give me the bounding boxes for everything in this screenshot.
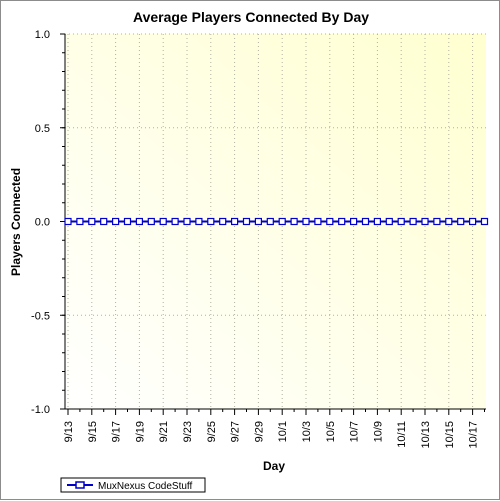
data-point-marker (219, 217, 227, 226)
data-point-marker (242, 217, 251, 226)
x-tick-label: 9/17 (111, 421, 123, 442)
data-point-marker (64, 217, 72, 226)
data-point-marker (76, 217, 84, 226)
data-point-marker (100, 217, 108, 226)
data-point-marker (480, 217, 489, 226)
y-tick-label: -0.5 (31, 310, 50, 322)
y-tick-label: 0.0 (35, 217, 50, 229)
data-point-marker (278, 217, 286, 226)
data-point-marker (147, 217, 155, 226)
data-point-marker (445, 217, 453, 226)
x-tick-label: 9/29 (253, 421, 265, 442)
data-point-marker (159, 217, 167, 226)
legend-series-marker (75, 481, 85, 489)
x-tick-label: 10/11 (396, 421, 408, 448)
legend: MuxNexus CodeStuff (60, 477, 206, 493)
data-point-marker (290, 217, 298, 226)
y-tick-labels: 1.0 0.5 0.0 -0.5 -1.0 (31, 29, 50, 416)
x-tick-label: 9/19 (134, 421, 146, 442)
x-tick-label: 9/21 (158, 421, 170, 442)
data-point-marker (338, 217, 346, 226)
data-point-marker (385, 217, 393, 226)
legend-series-label: MuxNexus CodeStuff (98, 481, 193, 492)
data-point-marker (433, 217, 441, 226)
x-tick-label: 9/27 (230, 421, 242, 442)
x-tick-label: 10/9 (372, 421, 384, 442)
data-point-marker (302, 217, 310, 226)
y-axis-title: Players Connected (9, 168, 23, 276)
data-point-marker (183, 217, 191, 226)
x-tick-label: 10/17 (468, 421, 480, 449)
data-point-marker (88, 217, 96, 226)
x-tick-label: 9/15 (87, 421, 99, 442)
data-point-marker (314, 217, 322, 226)
data-point-marker (326, 217, 334, 226)
x-tick-labels: 9/13 9/15 9/17 9/19 9/21 9/23 9/25 9/27 9/29 10/1… (63, 421, 480, 449)
data-point-marker (231, 217, 239, 226)
x-tick-label: 9/13 (63, 421, 75, 442)
data-point-marker (254, 217, 262, 226)
data-point-marker (469, 217, 477, 226)
x-tick-label: 9/23 (182, 421, 194, 442)
series-layer (64, 217, 489, 226)
data-point-marker (111, 217, 120, 226)
data-point-marker (457, 217, 465, 226)
x-tick-label: 9/25 (206, 421, 218, 442)
x-axis-title: Day (263, 459, 285, 473)
data-point-marker (397, 217, 405, 226)
y-tick-label: 1.0 (35, 29, 50, 41)
x-tick-label: 10/3 (301, 421, 313, 442)
data-point-marker (373, 217, 381, 226)
data-point-marker (350, 217, 358, 226)
x-tick-label: 10/13 (420, 421, 432, 449)
data-point-marker (195, 217, 203, 226)
data-point-marker (171, 217, 179, 226)
data-point-marker (361, 217, 370, 226)
legend-box (60, 477, 206, 493)
x-tick-label: 10/15 (444, 421, 456, 449)
x-tick-label: 10/5 (325, 421, 337, 442)
x-tick-label: 10/1 (277, 421, 289, 442)
y-tick-label: 0.5 (35, 123, 50, 135)
data-point-marker (421, 217, 429, 226)
x-tick-label: 10/7 (349, 421, 361, 442)
data-point-marker (123, 217, 132, 226)
data-point-marker (135, 217, 143, 226)
grid (65, 33, 486, 410)
data-point-marker (409, 217, 417, 226)
chart-title: Average Players Connected By Day (133, 9, 369, 25)
data-point-marker (266, 217, 274, 226)
data-point-marker (207, 217, 215, 226)
y-tick-label: -1.0 (31, 404, 50, 416)
